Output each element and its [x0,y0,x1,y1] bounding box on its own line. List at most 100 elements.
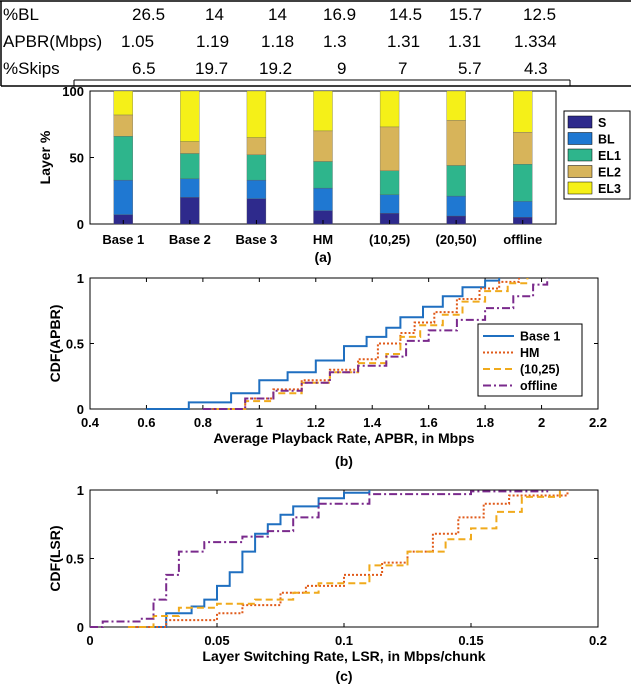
bar-segment-s [246,198,267,225]
series-line-10-25 [128,490,561,628]
bar-segment-s [313,210,333,225]
stats-cell: 1.19 [196,32,229,51]
plot-frame-2 [89,489,599,628]
x-axis-label: Layer Switching Rate, LSR, in Mbps/chunk [202,648,485,664]
bar-segment-el3 [313,90,333,132]
bar-segment-el2 [246,137,267,155]
y-tick-label: 0.5 [66,552,84,567]
stats-cell: 14 [205,5,224,24]
x-tick-label: 1.6 [420,415,438,430]
x-tick-label: 1 [256,415,263,430]
stats-cell: 1.31 [387,32,420,51]
x-tick-label: 0.8 [194,415,212,430]
bar-segment-el1 [446,165,466,197]
stats-cell: 6.5 [132,59,156,78]
stats-row-label-skips: %Skips [3,59,60,78]
bar-segment-el1 [513,163,533,202]
legend-label: (10,25) [520,363,560,377]
stats-cell: 1.31 [448,32,481,51]
bar-segment-el1 [379,170,400,195]
bar-segment-el3 [180,90,200,142]
legend-label: HM [520,346,539,360]
caption: (b) [335,453,353,469]
y-tick-label: 0 [77,620,84,635]
legend-label: S [598,116,606,130]
x-tick-label: HM [313,232,333,247]
x-tick-label: 2.2 [589,415,607,430]
stats-cell: 12.5 [523,5,556,24]
bar-segment-el2 [313,130,333,162]
bar-segment-el1 [180,153,200,179]
y-tick-label: 0 [77,402,84,417]
x-tick-label: 1.4 [363,415,382,430]
bar-segment-el3 [379,90,400,128]
x-tick-label: 0.6 [137,415,155,430]
legend-label: EL1 [598,149,621,163]
series-line-offline [90,490,549,628]
legend-label: EL2 [598,166,621,180]
caption: (c) [335,668,352,684]
series-line-10-25 [217,278,529,410]
x-axis-label: Average Playback Rate, APBR, in Mbps [213,430,474,446]
series-line-base-1 [146,278,501,410]
legend-a-box [563,110,631,200]
bar-segment-s [446,215,466,225]
bar-segment-s [513,217,533,225]
y-axis-label: CDF(LSR) [47,525,63,591]
x-tick-label: 1.8 [476,415,494,430]
bar-segment-el2 [180,141,200,154]
series-line-hm [128,490,569,628]
stats-cell: 1.05 [121,32,154,51]
stats-cell: 4.3 [524,59,548,78]
stats-cell: 7 [398,59,407,78]
bar-segment-el2 [379,126,400,171]
y-tick-label: 0.5 [66,337,84,352]
series-line-base-1 [153,490,371,628]
bar-segment-bl [446,195,466,217]
stats-row-label-bl: %BL [3,5,39,24]
x-tick-label: 0.2 [589,633,607,648]
x-tick-label: Base 1 [102,232,144,247]
x-tick-label: 0 [86,633,93,648]
bar-segment-bl [513,201,533,218]
stats-cell: 19.2 [259,59,292,78]
series-line-hm [208,278,520,410]
x-tick-label: Base 2 [169,232,211,247]
stats-cell: 1.18 [261,32,294,51]
bar-segment-el2 [446,120,466,166]
stats-row-label-apbr: APBR(Mbps) [3,32,102,51]
x-tick-label: (20,50) [436,232,477,247]
legend-label: offline [520,379,558,393]
x-tick-label: 2 [538,415,545,430]
legend-swatch [567,132,593,145]
x-tick-label: 0.1 [335,633,353,648]
legend-box [477,323,583,397]
caption-a: (a) [314,249,331,265]
legend-swatch [567,165,593,178]
y-tick-label: 50 [70,151,84,166]
stats-cell: 16.9 [323,5,356,24]
stats-cell: 14.5 [389,5,422,24]
stats-cell: 1.334 [514,32,557,51]
x-tick-label: Base 3 [235,232,277,247]
stats-cell: 1.3 [323,32,347,51]
bar-segment-bl [379,194,400,214]
x-tick-label: offline [503,232,542,247]
bar-segment-el3 [513,90,533,133]
bar-segment-el3 [246,90,267,138]
x-tick-label: 0.05 [204,633,229,648]
bar-segment-bl [246,179,267,199]
stats-cell: 9 [337,59,346,78]
y-tick-label: 0 [77,217,84,232]
bar-segment-el1 [246,154,267,181]
y-tick-label: 1 [77,483,84,498]
stats-cell: 19.7 [195,59,228,78]
plot-a-frame [89,90,557,225]
stats-cell: 5.7 [458,59,482,78]
bar-segment-bl [180,178,200,198]
bar-segment-el3 [113,90,133,116]
bar-segment-s [379,213,400,225]
legend-label: EL3 [598,182,621,196]
bar-segment-el2 [513,132,533,165]
